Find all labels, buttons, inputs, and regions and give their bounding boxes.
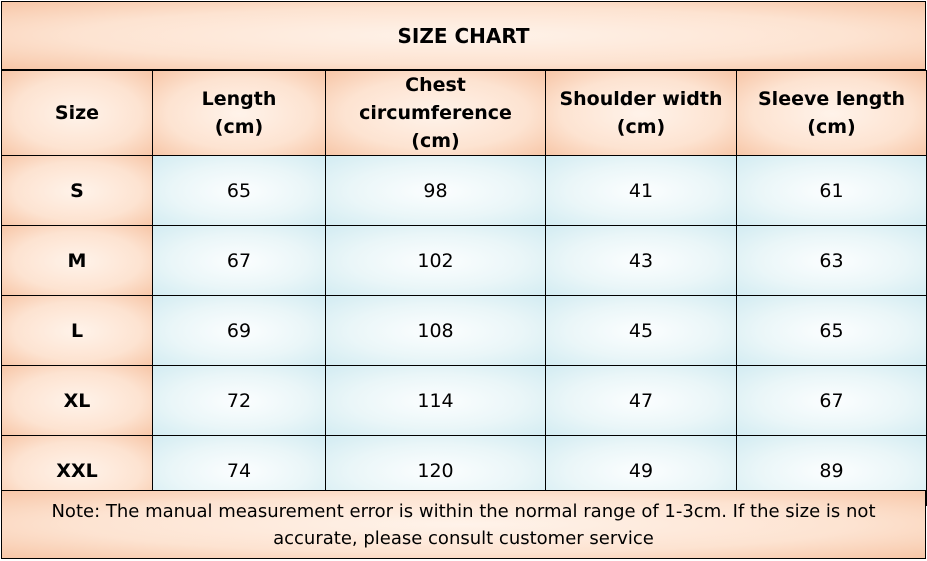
column-header-line1: Chest circumference — [359, 74, 512, 124]
table-row: L 69 108 45 65 — [1, 295, 927, 366]
column-header-line1: Length — [201, 88, 277, 110]
column-header-unit: (cm) — [616, 116, 666, 138]
value-cell: 41 — [545, 155, 737, 226]
value-cell: 67 — [152, 225, 326, 296]
size-cell: XL — [1, 365, 153, 436]
value-cell: 65 — [152, 155, 326, 226]
size-cell: S — [1, 155, 153, 226]
size-cell: M — [1, 225, 153, 296]
value-cell: 43 — [545, 225, 737, 296]
column-header-unit: (cm) — [411, 130, 460, 152]
value-cell: 98 — [325, 155, 546, 226]
value-cell: 67 — [736, 365, 927, 436]
column-header: Sleeve length (cm) — [736, 70, 927, 156]
value-cell: 72 — [152, 365, 326, 436]
column-header: Chest circumference (cm) — [325, 70, 546, 156]
value-cell: 47 — [545, 365, 737, 436]
value-cell: 63 — [736, 225, 927, 296]
value-cell: 45 — [545, 295, 737, 366]
value-cell: 102 — [325, 225, 546, 296]
column-header-line1: Sleeve length — [758, 88, 905, 110]
column-header-unit: (cm) — [807, 116, 856, 138]
value-cell: 61 — [736, 155, 927, 226]
value-cell: 108 — [325, 295, 546, 366]
column-header: Size — [1, 70, 153, 156]
table-row: S 65 98 41 61 — [1, 155, 927, 226]
table-row: M 67 102 43 63 — [1, 225, 927, 296]
value-cell: 114 — [325, 365, 546, 436]
size-cell: L — [1, 295, 153, 366]
measurement-note: Note: The manual measurement error is wi… — [1, 490, 926, 559]
table-row: XL 72 114 47 67 — [1, 365, 927, 436]
header-row: Size Length (cm) Chest circumference (cm… — [1, 70, 927, 156]
column-header: Shoulder width (cm) — [545, 70, 737, 156]
column-header-line1: Shoulder width — [559, 88, 723, 110]
chart-title: SIZE CHART — [1, 1, 926, 70]
column-header: Length (cm) — [152, 70, 326, 156]
value-cell: 69 — [152, 295, 326, 366]
value-cell: 65 — [736, 295, 927, 366]
size-table: Size Length (cm) Chest circumference (cm… — [1, 70, 927, 506]
column-header-line1: Size — [54, 102, 100, 124]
column-header-unit: (cm) — [214, 116, 264, 138]
